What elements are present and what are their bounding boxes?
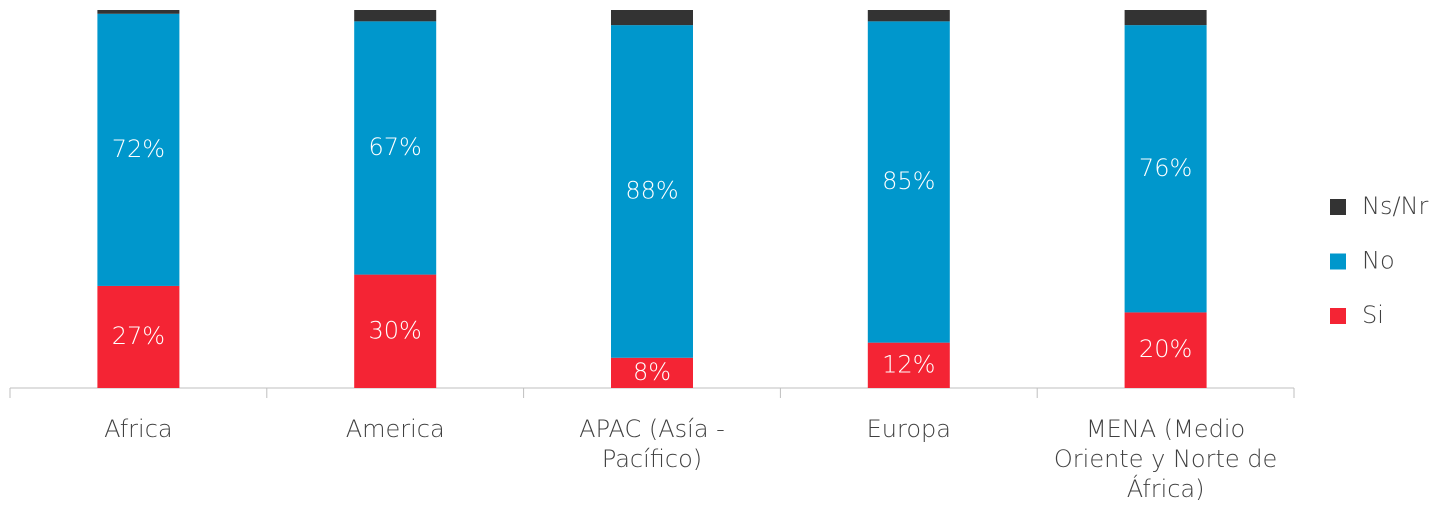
value-label: 12%	[882, 350, 935, 378]
legend-label: Ns/Nr	[1362, 192, 1428, 220]
legend-swatch	[1330, 199, 1346, 215]
bar-segment	[354, 21, 437, 275]
bar-segment	[867, 342, 950, 388]
bar-segment	[611, 10, 693, 26]
bar-segment	[97, 10, 180, 14]
value-label: 8%	[633, 358, 671, 386]
value-label: 20%	[1139, 335, 1192, 363]
bar-segment	[611, 357, 693, 388]
value-label: 72%	[112, 135, 165, 163]
value-label: 67%	[369, 133, 422, 161]
bar-segment	[354, 10, 437, 22]
bar-segment	[867, 21, 950, 343]
bar-segment	[867, 10, 950, 22]
value-label: 88%	[625, 176, 678, 204]
x-tick-label: Africa	[104, 415, 173, 443]
bar-segment	[611, 25, 693, 358]
x-tick-label: Europa	[866, 415, 951, 443]
bar-segment	[1124, 25, 1207, 313]
x-tick-label: APAC (Asía - Pacífico)	[579, 415, 725, 473]
legend-label: No	[1362, 247, 1395, 275]
value-label: 85%	[882, 167, 935, 195]
bar-segment	[1124, 10, 1207, 26]
legend-swatch	[1330, 253, 1346, 270]
legend-label: Si	[1362, 301, 1384, 329]
bar-segment	[97, 285, 180, 388]
bar-segment	[354, 274, 437, 388]
value-label: 76%	[1139, 154, 1192, 182]
x-tick-label: MENA (Medio Oriente y Norte de África)	[1053, 415, 1278, 503]
legend-swatch	[1330, 308, 1346, 324]
value-label: 30%	[369, 316, 422, 344]
bar-segment	[97, 13, 180, 286]
bar-segment	[1124, 312, 1207, 388]
x-tick-label: America	[345, 415, 445, 443]
value-label: 27%	[112, 322, 165, 350]
